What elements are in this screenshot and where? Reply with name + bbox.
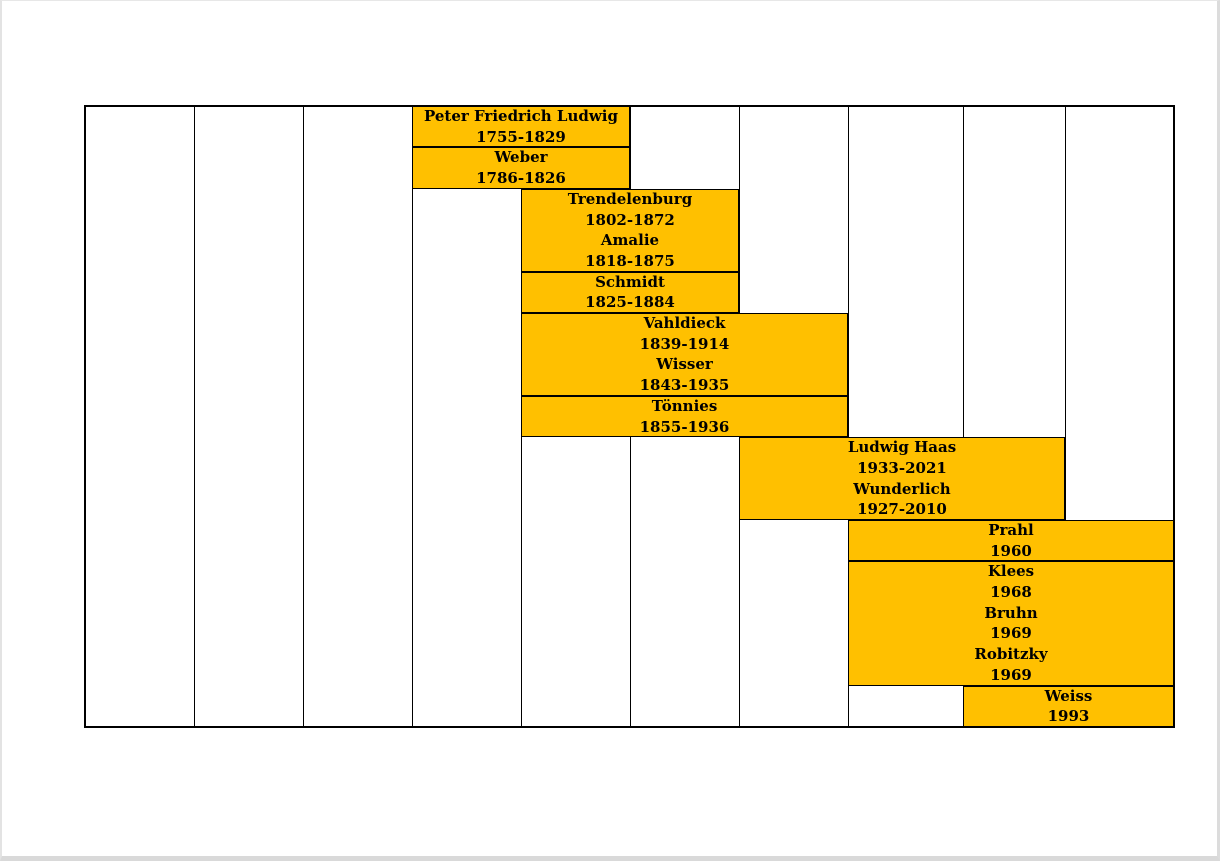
person-name: Weiss — [1044, 686, 1093, 705]
lifespan-bar: Peter Friedrich Ludwig 1755-1829 — [412, 106, 630, 148]
person-name: Ludwig Haas — [847, 438, 957, 457]
person-name: Bruhn — [984, 603, 1038, 622]
person-name: Amalie — [600, 231, 660, 250]
person-name: Trendelenburg — [567, 189, 693, 208]
grid-column-line — [303, 106, 304, 727]
lifespan-bar: Trendelenburg 1802-1872 Amalie 1818-1875 — [521, 188, 739, 272]
grid-column-line — [848, 106, 849, 727]
lifespan-bar: Tönnies 1855-1936 — [521, 395, 848, 438]
person-years: 1969 — [990, 624, 1032, 643]
person-name: Peter Friedrich Ludwig — [424, 107, 618, 126]
grid-column-line — [1065, 106, 1066, 727]
lifespan-bar: Vahldieck 1839-1914 Wisser 1843-1935 — [521, 313, 848, 396]
person-name: Weber — [494, 148, 548, 167]
lifespan-bar: Weiss 1993 — [963, 685, 1174, 727]
person-name: Schmidt — [595, 272, 665, 291]
person-name: Wunderlich — [853, 479, 951, 498]
person-name: Wisser — [656, 355, 713, 374]
person-years: 1818-1875 — [585, 251, 675, 270]
lifespan-bar: Schmidt 1825-1884 — [521, 271, 739, 313]
lifespan-gantt-table: Peter Friedrich Ludwig 1755-1829 Weber 1786… — [84, 105, 1175, 728]
person-name: Tönnies — [651, 396, 718, 415]
person-name: Vahldieck — [643, 314, 726, 333]
person-years: 1960 — [990, 541, 1032, 560]
person-years: 1843-1935 — [639, 376, 730, 395]
lifespan-bar: Klees 1968 Bruhn 1969 Robitzky 1969 — [848, 561, 1174, 686]
grid-column-line — [412, 106, 413, 727]
grid-column-line — [194, 106, 195, 727]
grid-column-line — [963, 106, 964, 727]
person-years: 1855-1936 — [639, 417, 730, 436]
person-years: 1802-1872 — [585, 210, 675, 229]
person-years: 1993 — [1047, 707, 1090, 726]
person-years: 1839-1914 — [639, 334, 730, 353]
person-name: Prahl — [988, 521, 1034, 540]
person-years: 1968 — [990, 583, 1032, 602]
lifespan-bar: Weber 1786-1826 — [412, 147, 630, 189]
lifespan-bar: Prahl 1960 — [848, 520, 1174, 562]
person-years: 1755-1829 — [476, 127, 566, 146]
person-years: 1933-2021 — [857, 458, 947, 477]
person-name: Klees — [987, 562, 1035, 581]
person-years: 1786-1826 — [476, 169, 566, 188]
person-years: 1969 — [990, 665, 1032, 684]
person-years: 1927-2010 — [857, 500, 947, 519]
person-name: Robitzky — [974, 645, 1048, 664]
person-years: 1825-1884 — [585, 293, 675, 312]
lifespan-bar: Ludwig Haas 1933-2021 Wunderlich 1927-2010 — [739, 437, 1065, 520]
